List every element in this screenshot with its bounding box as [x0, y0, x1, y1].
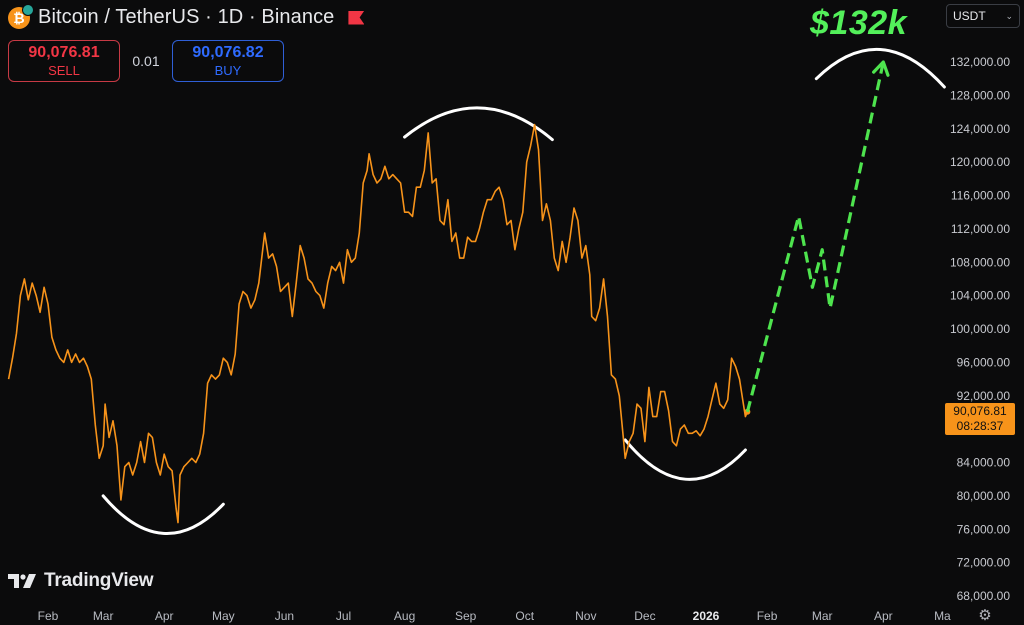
sell-button[interactable]: 90,076.81 SELL [8, 40, 120, 82]
x-tick-label: Mar [812, 609, 833, 623]
exchange-dot-icon [22, 3, 34, 16]
x-tick-label: Apr [874, 609, 893, 623]
x-tick-label: Oct [515, 609, 534, 623]
buy-price: 90,076.82 [192, 44, 264, 61]
x-tick-label: Aug [394, 609, 415, 623]
y-tick-label: 72,000.00 [957, 556, 1011, 570]
projection [745, 60, 890, 413]
y-tick-label: 108,000.00 [950, 255, 1010, 269]
bar-countdown: 08:28:37 [956, 419, 1004, 433]
flag-icon[interactable] [348, 10, 365, 25]
x-tick-label: Dec [634, 609, 655, 623]
y-tick-label: 128,000.00 [950, 88, 1010, 102]
y-tick-label: 92,000.00 [957, 389, 1011, 403]
x-tick-label: Sep [455, 609, 477, 623]
y-tick-label: 116,000.00 [951, 189, 1010, 203]
buy-label: BUY [214, 63, 242, 78]
symbol-title[interactable]: Bitcoin / TetherUS · 1D · Binance [38, 6, 335, 28]
x-tick-label: Feb [757, 609, 778, 623]
y-tick-label: 132,000.00 [950, 55, 1010, 69]
sell-label: SELL [48, 63, 80, 78]
bitcoin-icon: ₿ [8, 3, 34, 29]
x-tick-label: Nov [575, 609, 596, 623]
x-tick-label: Ma [934, 609, 951, 623]
x-tick-label: Apr [155, 609, 174, 623]
x-axis: Feb Mar Apr May Jun Jul Aug Sep Oct Nov Dec 2026 Feb… [38, 609, 951, 623]
x-tick-label: 2026 [693, 609, 720, 623]
pattern-arc-1 [101, 494, 225, 536]
pattern-arcs [101, 47, 946, 536]
projection-line [745, 61, 885, 413]
y-tick-label: 104,000.00 [950, 289, 1010, 303]
x-tick-label: Mar [93, 609, 114, 623]
pattern-arc-4 [814, 47, 946, 89]
pattern-arc-2 [403, 106, 554, 142]
price-line [7, 123, 749, 524]
pattern-arc-3 [623, 438, 747, 481]
x-tick-label: May [212, 609, 235, 623]
tradingview-logo-icon [8, 574, 36, 588]
y-axis: 68,000.00 72,000.00 76,000.00 80,000.00 84,0… [950, 55, 1010, 603]
target-price-annotation: $132k [810, 4, 908, 42]
y-tick-label: 112,000.00 [951, 222, 1010, 236]
y-tick-label: 124,000.00 [950, 122, 1010, 136]
chevron-down-icon: ⌄ [1005, 10, 1013, 21]
y-tick-label: 96,000.00 [957, 355, 1011, 369]
last-price-value: 90,076.81 [953, 404, 1007, 418]
spread-value: 0.01 [132, 53, 160, 69]
y-tick-label: 84,000.00 [957, 456, 1011, 470]
tradingview-logo[interactable]: TradingView [8, 570, 154, 592]
y-tick-label: 80,000.00 [957, 489, 1011, 503]
last-price-tag: 90,076.81 08:28:37 [945, 403, 1015, 435]
gear-icon[interactable]: ⚙ [978, 607, 992, 624]
currency-value: USDT [953, 9, 986, 23]
x-tick-label: Jul [336, 609, 351, 623]
buy-button[interactable]: 90,076.82 BUY [172, 40, 284, 82]
y-tick-label: 68,000.00 [957, 589, 1011, 603]
trade-panel: 90,076.81 SELL 0.01 90,076.82 BUY [8, 40, 284, 82]
projection-arrowhead [872, 60, 890, 77]
x-tick-label: Feb [38, 609, 59, 623]
brand-name: TradingView [44, 570, 154, 591]
price-series [7, 123, 751, 524]
sell-price: 90,076.81 [28, 44, 100, 61]
y-tick-label: 76,000.00 [957, 522, 1011, 536]
x-tick-label: Jun [275, 609, 294, 623]
currency-select[interactable]: USDT ⌄ [946, 4, 1020, 28]
y-tick-label: 120,000.00 [950, 155, 1010, 169]
symbol-header: ₿ Bitcoin / TetherUS · 1D · Binance [8, 3, 365, 29]
y-tick-label: 100,000.00 [950, 322, 1010, 336]
